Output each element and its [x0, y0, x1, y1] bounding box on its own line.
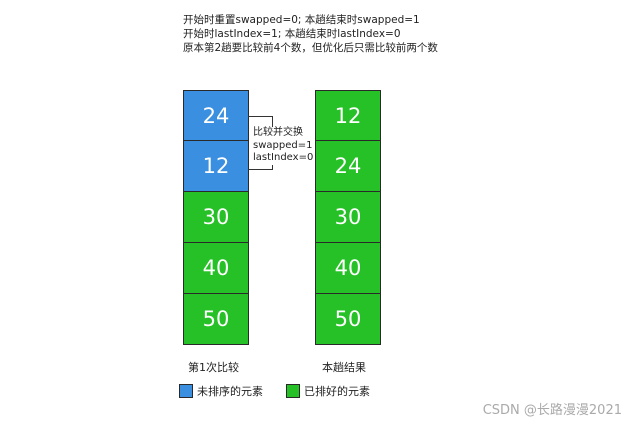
array-cell: 30 — [315, 192, 381, 243]
note-line-1: 开始时重置swapped=0; 本趟结束时swapped=1 — [183, 14, 420, 26]
array-cell: 24 — [183, 90, 249, 141]
left-array-column: 24 12 30 40 50 — [183, 90, 249, 345]
note-line-3: 原本第2趟要比较前4个数，但优化后只需比较前两个数 — [183, 42, 438, 54]
array-cell: 40 — [183, 243, 249, 294]
annotation-line-2: swapped=1 — [253, 139, 313, 151]
right-array-column: 12 24 30 40 50 — [315, 90, 381, 345]
annotation-line-3: lastIndex=0 — [253, 152, 314, 163]
array-cell: 40 — [315, 243, 381, 294]
array-cell: 30 — [183, 192, 249, 243]
array-cell: 50 — [315, 294, 381, 345]
sorted-swatch — [286, 384, 300, 398]
array-cell: 12 — [315, 90, 381, 141]
legend-unsorted-label: 未排序的元素 — [197, 385, 263, 398]
array-cell: 50 — [183, 294, 249, 345]
array-cell: 24 — [315, 141, 381, 192]
notes-block: 开始时重置swapped=0; 本趟结束时swapped=1 开始时lastIn… — [183, 13, 438, 55]
legend-unsorted: 未排序的元素 — [179, 383, 263, 399]
array-cell: 12 — [183, 141, 249, 192]
legend-sorted-label: 已排好的元素 — [304, 385, 370, 398]
annotation-line-1: 比较并交换 — [253, 127, 303, 138]
swap-annotation: 比较并交换 swapped=1 lastIndex=0 — [252, 127, 315, 165]
right-column-label: 本趟结果 — [322, 361, 366, 374]
left-column-label: 第1次比较 — [188, 361, 239, 374]
unsorted-swatch — [179, 384, 193, 398]
legend-sorted: 已排好的元素 — [286, 383, 370, 399]
watermark: CSDN @长路漫漫2021 — [482, 403, 622, 418]
note-line-2: 开始时lastIndex=1; 本趟结束时lastIndex=0 — [183, 28, 401, 40]
